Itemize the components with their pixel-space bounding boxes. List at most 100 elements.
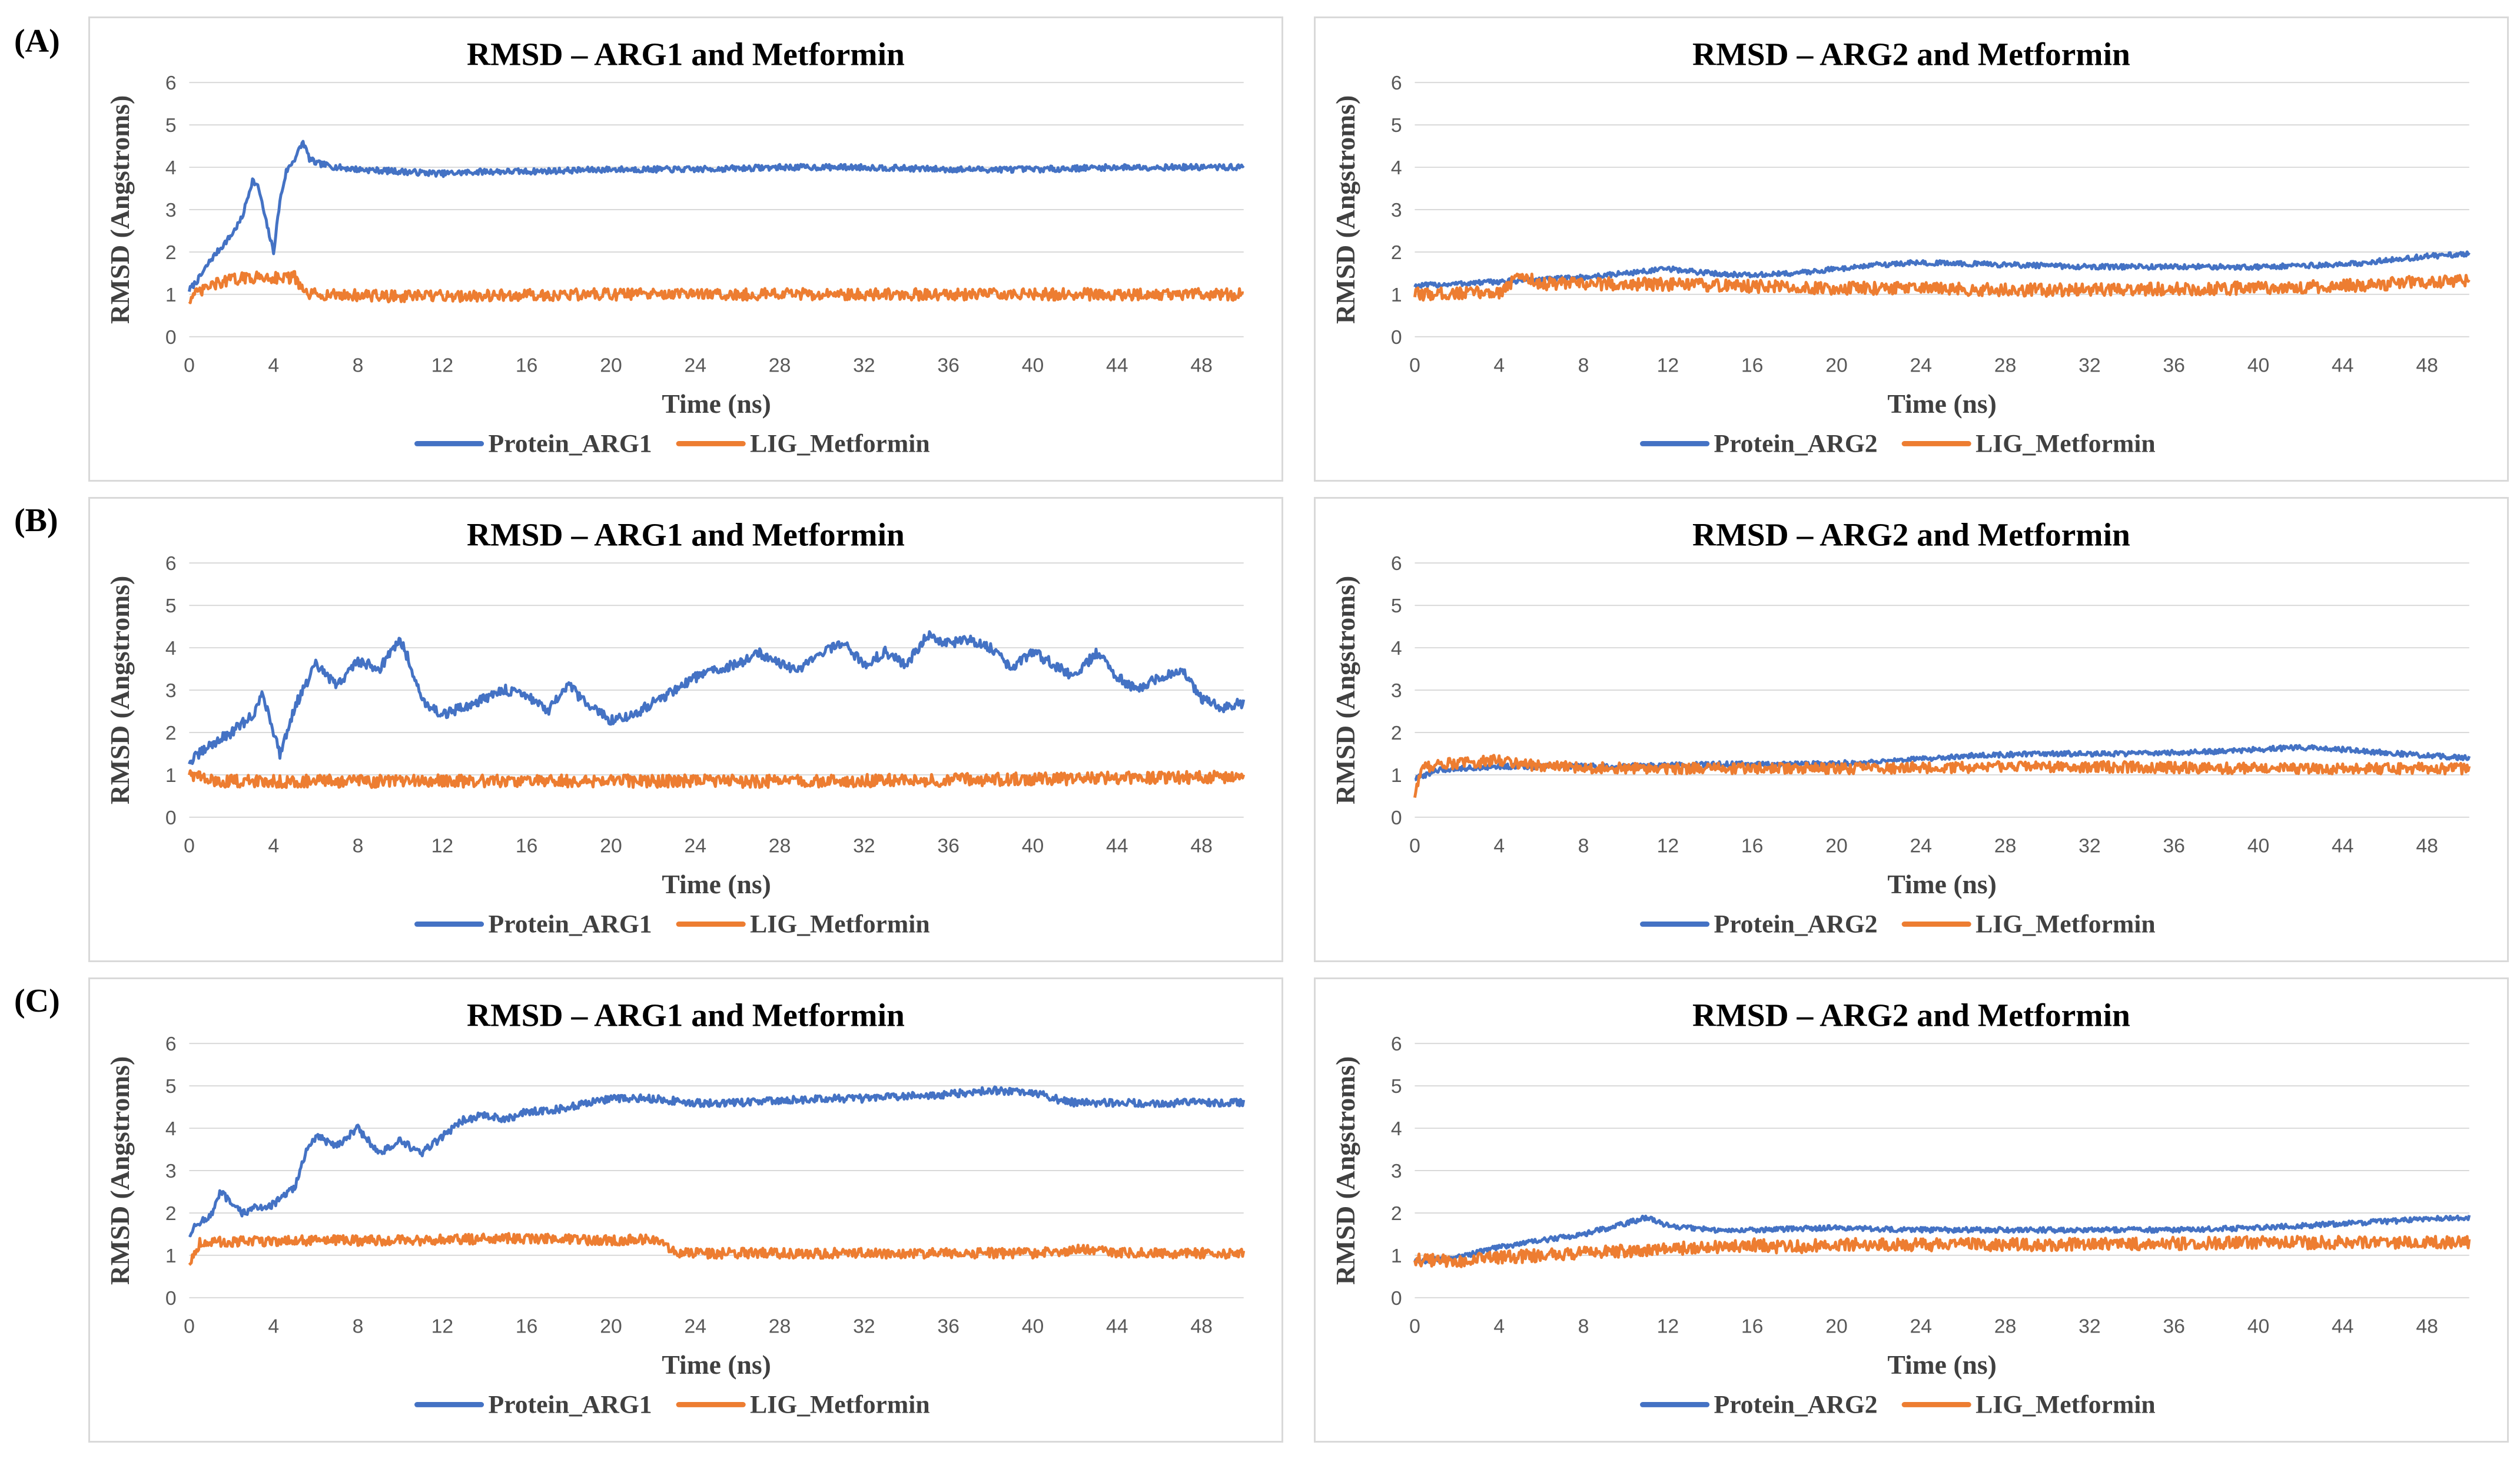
x-axis-label: Time (ns) [662, 869, 771, 899]
y-tick-label: 1 [1391, 1245, 1402, 1267]
x-tick-label: 24 [1910, 834, 1933, 857]
y-tick-label: 6 [1391, 552, 1402, 575]
legend-label: Protein_ARG2 [1714, 1390, 1878, 1418]
series-line-protein [188, 1085, 1246, 1238]
y-tick-label: 3 [1391, 680, 1402, 702]
chart-panel-a-left: RMSD – ARG1 and Metformin 0 1 2 3 4 5 6 0 4 8 12 16 2… [88, 16, 1283, 482]
series-line-ligand [188, 1232, 1246, 1266]
chart-title: RMSD – ARG1 and Metformin [467, 36, 905, 72]
y-tick-label: 6 [165, 72, 177, 94]
series-line-protein [1413, 1214, 2471, 1265]
x-tick-label: 0 [1409, 1315, 1420, 1337]
x-tick-label: 4 [268, 834, 279, 857]
x-tick-label: 36 [2163, 354, 2185, 376]
x-tick-label: 24 [685, 354, 707, 376]
chart-panel-b-right: RMSD – ARG2 and Metformin 0 1 2 3 4 5 6 0 4 8 12 16 2… [1314, 497, 2509, 962]
y-axis-label: RMSD (Angstroms) [105, 576, 135, 804]
x-tick-label: 0 [1409, 354, 1420, 376]
series-line-ligand [1413, 272, 2471, 302]
x-tick-label: 40 [1022, 834, 1044, 857]
legend: Protein_ARG1 LIG_Metformin [414, 1390, 930, 1418]
x-tick-label: 28 [769, 834, 791, 857]
x-tick-label: 28 [1994, 834, 2017, 857]
legend-label: LIG_Metformin [1976, 1390, 2156, 1418]
x-tick-label: 8 [353, 354, 364, 376]
y-tick-label: 6 [1391, 1033, 1402, 1055]
y-tick-label: 5 [1391, 114, 1402, 137]
series-line-ligand [188, 769, 1246, 789]
x-tick-label: 20 [1825, 1315, 1848, 1337]
x-tick-label: 8 [1578, 834, 1589, 857]
x-tick-label: 36 [2163, 834, 2185, 857]
series-line-ligand [1413, 754, 2471, 798]
legend: Protein_ARG1 LIG_Metformin [414, 429, 930, 458]
x-tick-label: 12 [1657, 354, 1679, 376]
legend-label: Protein_ARG2 [1714, 910, 1878, 938]
legend-label: LIG_Metformin [750, 429, 930, 458]
x-tick-label: 36 [937, 354, 959, 376]
x-tick-label: 32 [853, 1315, 875, 1337]
x-tick-label: 20 [1825, 834, 1848, 857]
y-tick-label: 5 [1391, 1075, 1402, 1098]
x-tick-label: 12 [431, 1315, 454, 1337]
x-tick-label: 44 [1106, 834, 1128, 857]
x-tick-label: 20 [600, 834, 622, 857]
x-tick-label: 0 [184, 834, 195, 857]
x-tick-label: 48 [2416, 834, 2438, 857]
y-tick-label: 3 [1391, 1160, 1402, 1182]
y-tick-label: 5 [165, 114, 177, 137]
row-label-c: (C) [14, 983, 60, 1019]
chart-title: RMSD – ARG2 and Metformin [1692, 997, 2130, 1033]
x-tick-label: 32 [853, 354, 875, 376]
x-tick-label: 16 [516, 1315, 538, 1337]
x-tick-label: 16 [1741, 1315, 1764, 1337]
x-tick-label: 44 [2332, 354, 2354, 376]
legend-label: Protein_ARG1 [489, 1390, 652, 1418]
series-line-ligand [188, 270, 1244, 304]
row-label-a: (A) [14, 23, 60, 59]
x-tick-label: 20 [600, 1315, 622, 1337]
x-tick-label: 44 [1106, 354, 1128, 376]
chart-panel-c-left: RMSD – ARG1 and Metformin 0 1 2 3 4 5 6 0 4 8 12 16 2… [88, 977, 1283, 1443]
x-tick-label: 4 [1493, 834, 1505, 857]
x-tick-label: 36 [2163, 1315, 2185, 1337]
y-tick-label: 2 [1391, 1202, 1402, 1225]
y-tick-label: 3 [1391, 199, 1402, 221]
x-tick-label: 32 [2079, 834, 2101, 857]
x-tick-label: 28 [1994, 1315, 2017, 1337]
y-tick-label: 0 [1391, 326, 1402, 349]
x-tick-label: 16 [516, 354, 538, 376]
legend: Protein_ARG2 LIG_Metformin [1640, 1390, 2156, 1418]
y-tick-label: 0 [1391, 1287, 1402, 1310]
x-tick-label: 24 [685, 1315, 707, 1337]
y-tick-label: 6 [165, 1033, 177, 1055]
y-tick-label: 4 [1391, 1118, 1402, 1140]
y-tick-label: 4 [165, 1118, 177, 1140]
x-axis-label: Time (ns) [1887, 389, 1997, 419]
x-tick-label: 0 [1409, 834, 1420, 857]
y-tick-label: 1 [165, 284, 177, 306]
y-tick-label: 6 [1391, 72, 1402, 94]
chart-title: RMSD – ARG1 and Metformin [467, 997, 905, 1033]
series-line-protein [1413, 250, 2471, 290]
y-axis-label: RMSD (Angstroms) [105, 1056, 135, 1285]
x-tick-label: 28 [1994, 354, 2017, 376]
y-axis-label: RMSD (Angstroms) [1330, 95, 1360, 324]
x-tick-label: 8 [1578, 354, 1589, 376]
x-tick-label: 20 [600, 354, 622, 376]
x-tick-label: 40 [2247, 834, 2270, 857]
x-tick-label: 24 [1910, 354, 1933, 376]
legend-label: Protein_ARG2 [1714, 429, 1878, 458]
x-tick-label: 8 [1578, 1315, 1589, 1337]
legend-label: LIG_Metformin [750, 1390, 930, 1418]
y-tick-label: 5 [165, 1075, 177, 1098]
y-tick-label: 1 [165, 1245, 177, 1267]
x-tick-label: 20 [1825, 354, 1848, 376]
x-axis-label: Time (ns) [1887, 1350, 1997, 1380]
y-tick-label: 2 [165, 241, 177, 264]
chart-panel-b-left: RMSD – ARG1 and Metformin 0 1 2 3 4 5 6 0 4 8 12 16 2… [88, 497, 1283, 962]
